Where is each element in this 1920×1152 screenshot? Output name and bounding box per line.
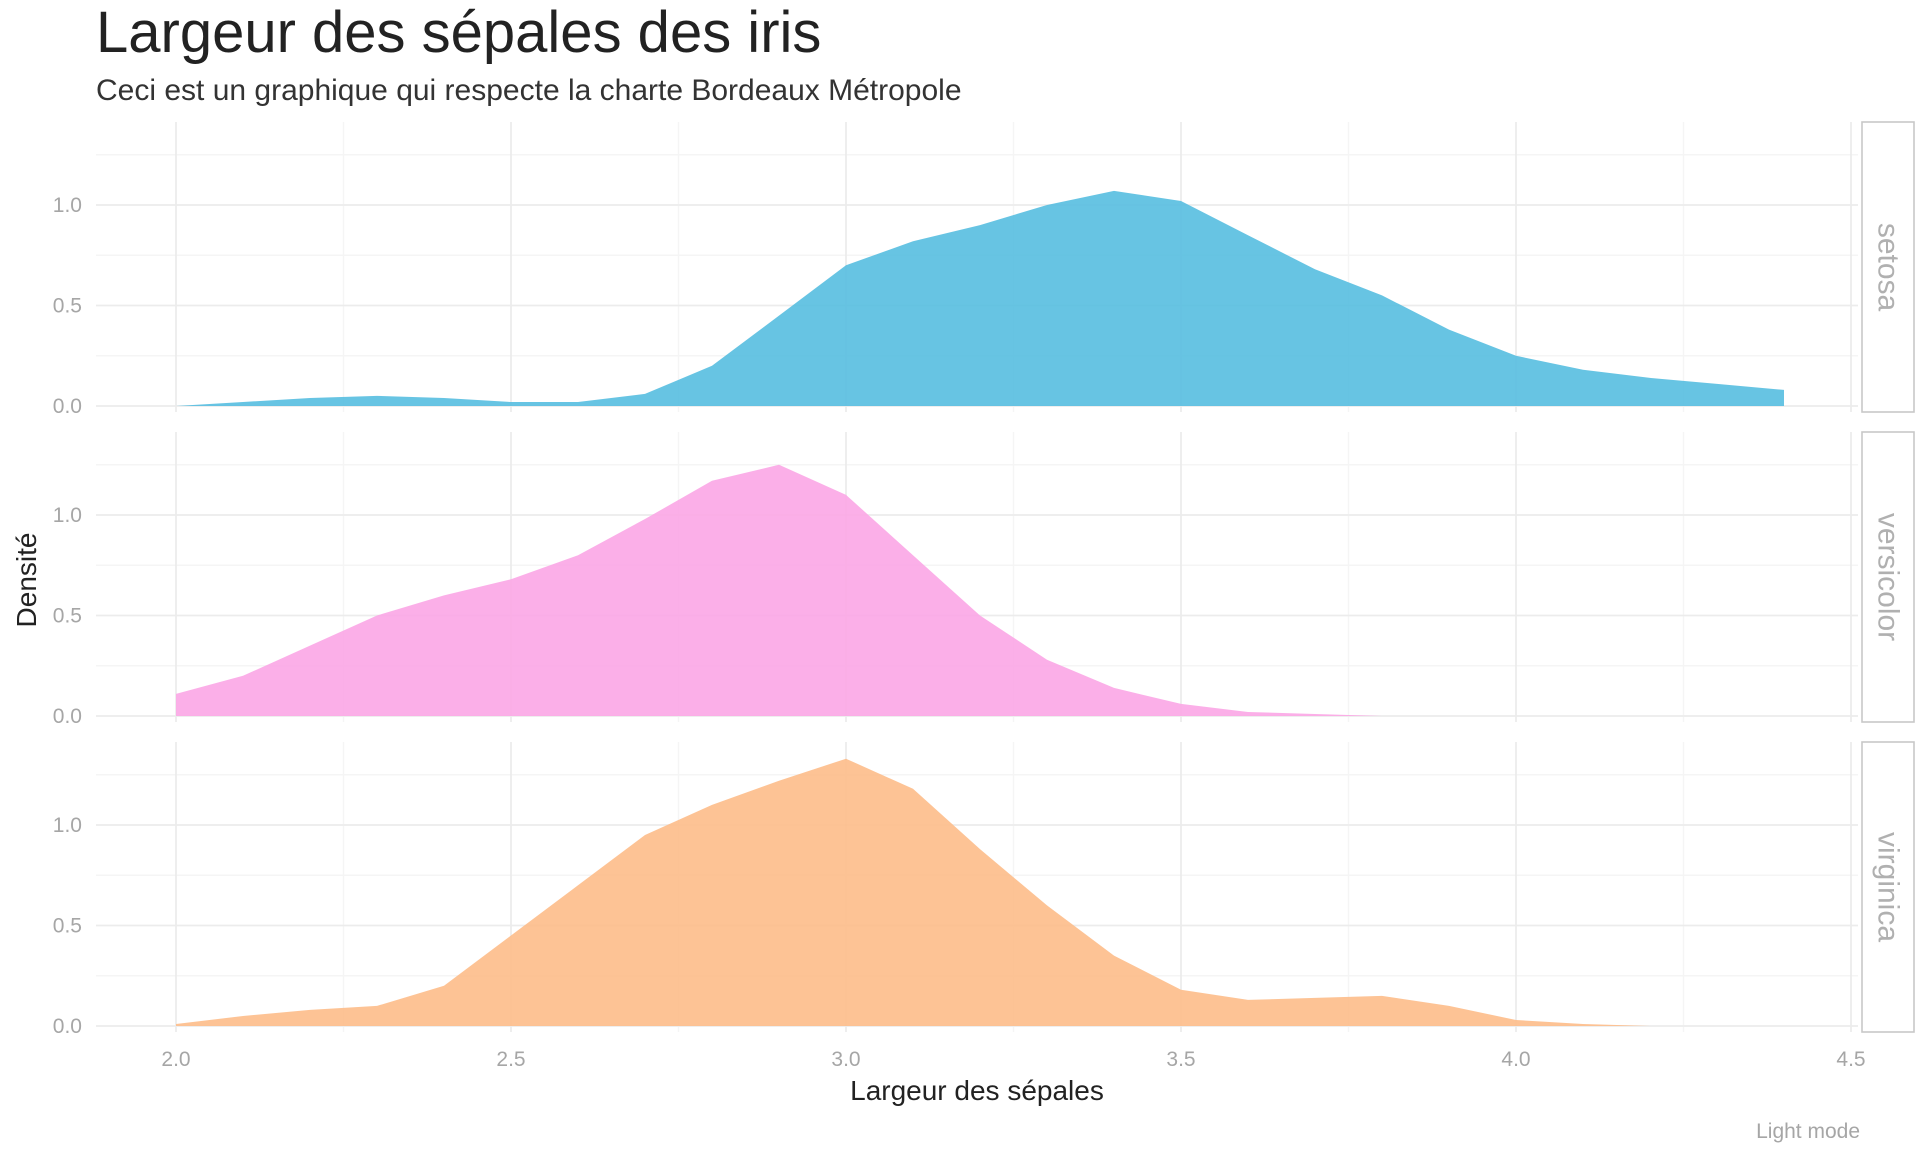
facet-panel-versicolor: 0.0 0.5 1.0 versicolor xyxy=(53,431,1915,728)
facet-label-virginica: virginica xyxy=(1872,832,1905,942)
chart-caption: Light mode xyxy=(1756,1120,1860,1143)
facet-strip-virginica xyxy=(1861,741,1915,1033)
facet-label-setosa: setosa xyxy=(1872,223,1905,312)
y-tick-label: 0.5 xyxy=(53,295,82,318)
x-tick-label: 3.5 xyxy=(1166,1048,1195,1071)
y-tick-label: 1.0 xyxy=(53,814,82,837)
facet-panels: 0.0 0.5 1.0 setosa 0.0 0.5 1.0 versicolor 0.0 0.5… xyxy=(53,121,1915,1038)
facet-panel-setosa: 0.0 0.5 1.0 setosa xyxy=(53,121,1915,418)
y-tick-label: 0.0 xyxy=(53,1015,82,1038)
y-axis-label: Densité xyxy=(11,533,42,628)
chart-subtitle: Ceci est un graphique qui respecte la ch… xyxy=(96,74,962,107)
chart-title: Largeur des sépales des iris xyxy=(96,0,821,65)
facet-strip-setosa xyxy=(1861,121,1915,413)
y-tick-label: 0.0 xyxy=(53,705,82,728)
x-tick-label: 2.5 xyxy=(496,1048,525,1071)
y-tick-label: 1.0 xyxy=(53,504,82,527)
x-tick-label: 3.0 xyxy=(831,1048,860,1071)
y-tick-label: 0.0 xyxy=(53,395,82,418)
x-axis: 2.0 2.5 3.0 3.5 4.0 4.5 xyxy=(161,1048,1865,1071)
density-area-setosa xyxy=(176,190,1784,406)
y-tick-label: 0.5 xyxy=(53,605,82,628)
facet-label-versicolor: versicolor xyxy=(1872,513,1905,641)
x-axis-label: Largeur des sépales xyxy=(850,1075,1104,1106)
y-tick-label: 1.0 xyxy=(53,194,82,217)
density-area-versicolor xyxy=(176,464,1449,716)
facet-strip-versicolor xyxy=(1861,431,1915,723)
density-area-virginica xyxy=(176,758,1650,1026)
x-tick-label: 4.0 xyxy=(1501,1048,1530,1071)
x-tick-label: 2.0 xyxy=(161,1048,190,1071)
facet-panel-virginica: 0.0 0.5 1.0 virginica xyxy=(53,741,1915,1038)
y-tick-label: 0.5 xyxy=(53,915,82,938)
x-tick-label: 4.5 xyxy=(1836,1048,1865,1071)
